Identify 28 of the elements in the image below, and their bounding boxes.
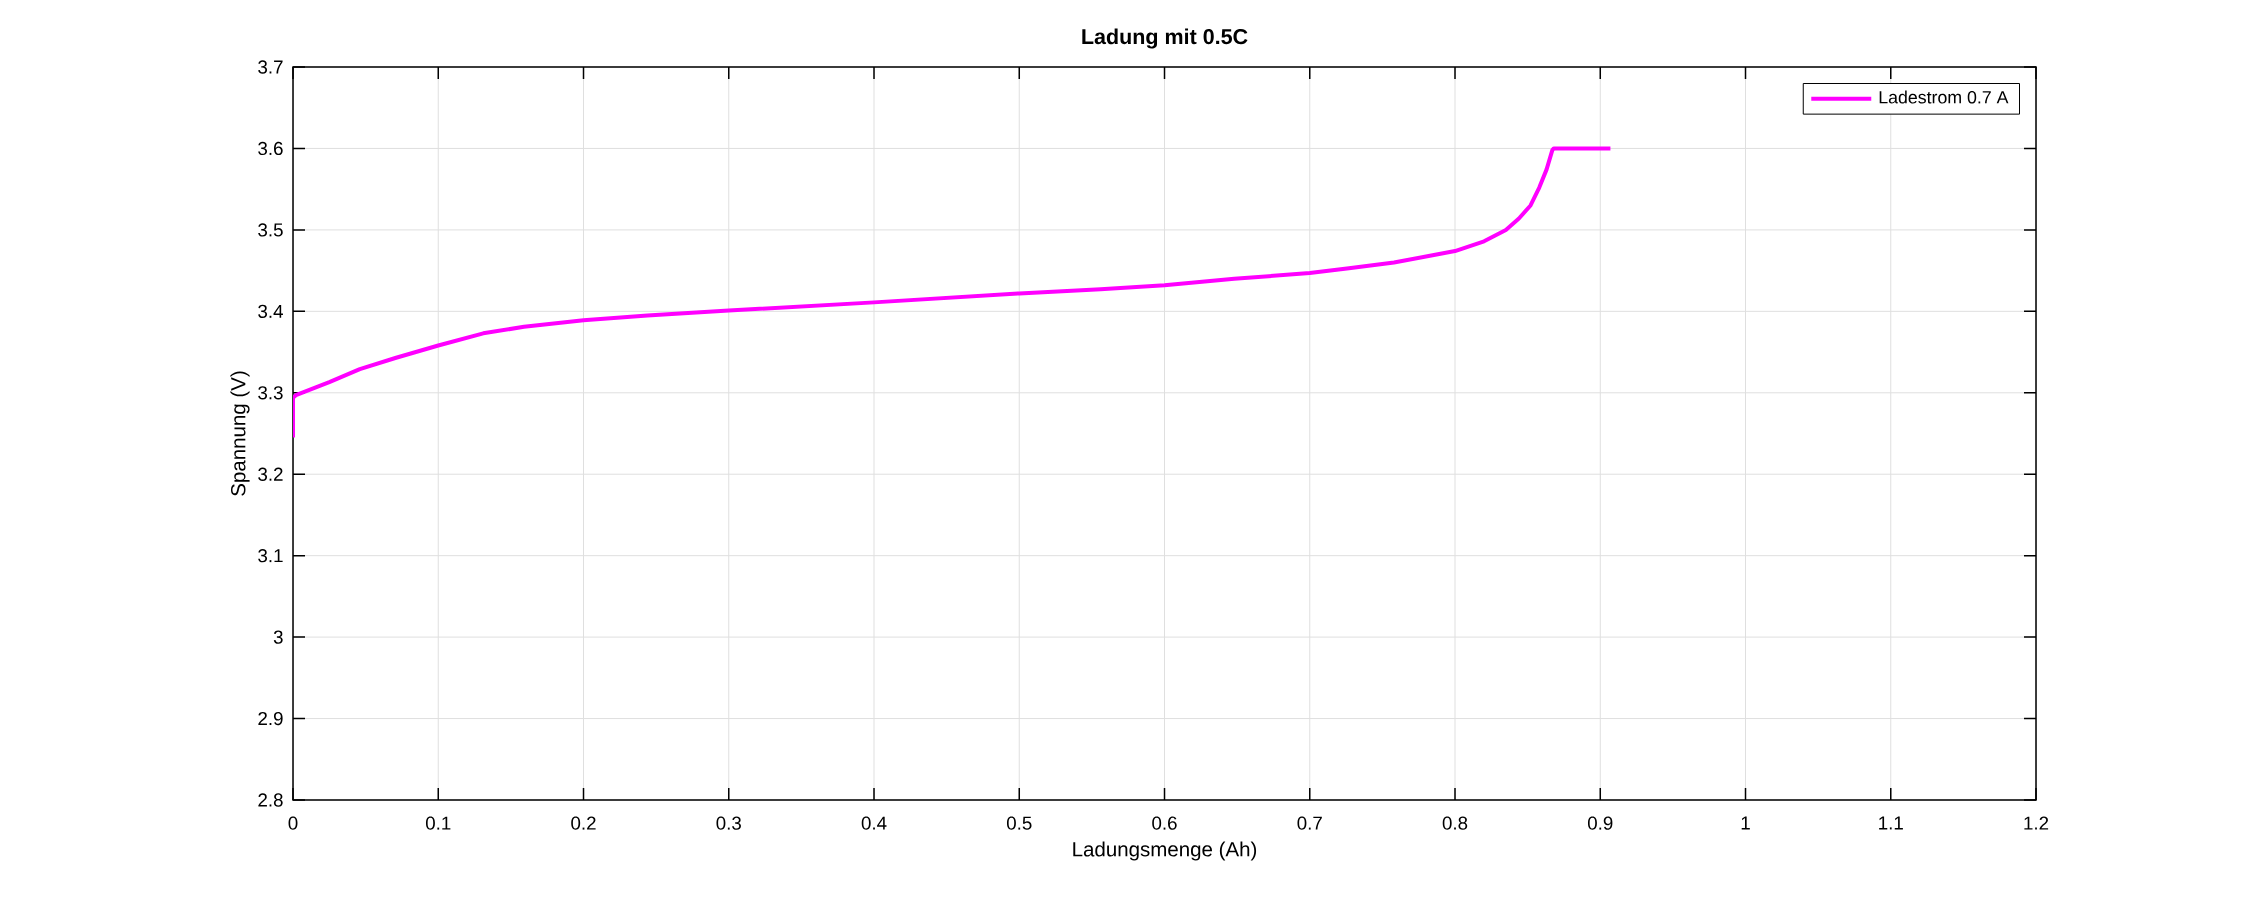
y-tick-label: 2.9 <box>258 711 283 726</box>
x-tick-label: 0.1 <box>425 816 451 830</box>
x-axis-title: Ladungsmenge (Ah) <box>1073 841 1257 861</box>
x-tick-label: 1.2 <box>2024 816 2049 830</box>
x-tick-label: 0.3 <box>716 816 741 830</box>
x-tick-label: 0 <box>288 816 298 830</box>
y-tick-label: 3.1 <box>258 549 283 563</box>
x-tick-label: 0.5 <box>1006 816 1032 830</box>
y-tick-label: 3.6 <box>258 141 283 156</box>
x-tick-label: 0.6 <box>1152 816 1177 830</box>
y-tick-label: 3.4 <box>258 304 283 318</box>
legend-label: Ladestrom 0.7 A <box>1879 90 2009 104</box>
line-series <box>293 146 1613 440</box>
y-tick-label: 3.2 <box>258 467 283 481</box>
y-tick-label: 3.5 <box>258 223 283 237</box>
y-tick-label: 2.8 <box>258 793 283 807</box>
x-tick-label: 1 <box>1741 816 1750 830</box>
x-tick-label: 0.9 <box>1587 816 1613 830</box>
y-axis-title: Spannung (V) <box>230 371 250 496</box>
y-tick-label: 3.3 <box>258 386 283 400</box>
x-tick-label: 0.7 <box>1297 816 1322 830</box>
x-tick-label: 0.2 <box>571 816 596 830</box>
x-tick-label: 0.8 <box>1442 816 1468 830</box>
y-tick-label: 3.7 <box>258 60 283 74</box>
x-tick-label: 1.1 <box>1879 816 1903 830</box>
x-tick-label: 0.4 <box>861 816 887 830</box>
chart-title: Ladung mit 0.5C <box>1082 28 1248 49</box>
y-tick-label: 3 <box>273 630 283 644</box>
